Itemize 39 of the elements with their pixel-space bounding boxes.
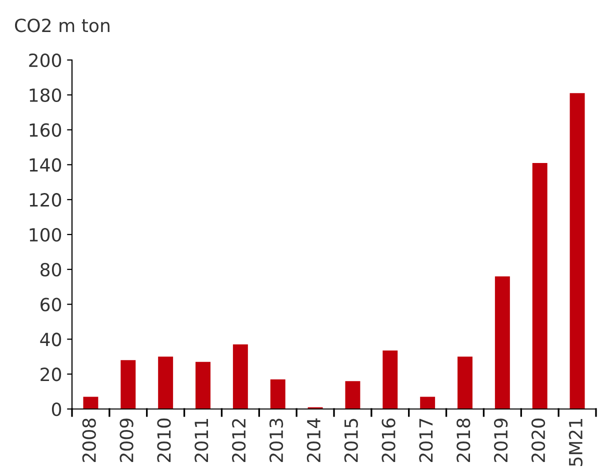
x-tick-label: 2008 [82, 418, 96, 462]
y-tick-label: 80 [40, 262, 62, 277]
bar [420, 396, 436, 409]
y-tick-label: 140 [30, 158, 62, 172]
bar [158, 356, 174, 409]
bar [494, 276, 510, 409]
bar [83, 396, 98, 409]
y-tick-label: 200 [29, 53, 62, 68]
y-tick-label: 20 [40, 368, 62, 382]
bar [196, 362, 210, 409]
bar [532, 162, 548, 409]
y-tick-label: 40 [40, 332, 62, 346]
x-tick-label: 2011 [194, 419, 208, 462]
y-tick-label: 120 [30, 193, 62, 207]
bar [232, 344, 248, 409]
bar [270, 379, 286, 409]
x-tick-label: 2020 [531, 418, 546, 462]
x-tick-label: 2009 [120, 418, 134, 462]
x-tick-label: 2014 [306, 418, 321, 462]
x-tick-label: 2013 [269, 418, 284, 462]
x-tick-label: 2019 [494, 418, 508, 462]
bar [570, 93, 585, 409]
x-tick-label: 2010 [157, 418, 171, 462]
bar [345, 381, 360, 409]
x-tick-label: 2018 [456, 418, 470, 462]
x-tick-label: 2016 [382, 418, 396, 462]
x-tick-label: 2012 [232, 419, 246, 462]
y-tick-label: 180 [30, 88, 62, 102]
y-axis-title: CO2 m ton [15, 18, 110, 32]
bar [120, 360, 136, 409]
y-tick-label: 0 [52, 402, 62, 416]
x-tick-label: 2017 [419, 418, 433, 462]
bar [382, 350, 398, 409]
x-tick-label: 2015 [344, 418, 358, 462]
bar [458, 356, 472, 409]
y-tick-label: 60 [40, 298, 62, 312]
x-tick-label: 5M21 [568, 419, 583, 466]
y-tick-label: 160 [30, 123, 62, 137]
y-tick-label: 100 [30, 228, 62, 242]
